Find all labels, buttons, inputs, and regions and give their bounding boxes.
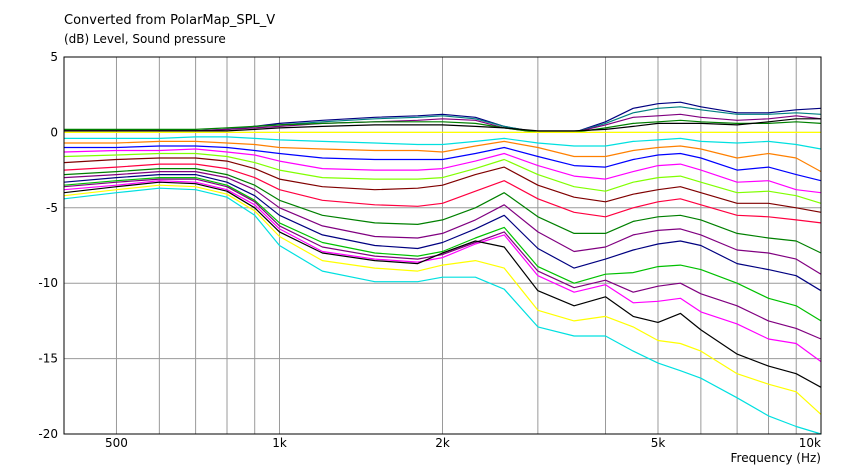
y-tick-label: -15	[38, 352, 58, 366]
series-line-9	[64, 145, 822, 182]
x-tick-label: 2k	[435, 436, 450, 450]
series-line-12	[63, 157, 822, 213]
series-line-19	[63, 180, 822, 363]
series-line-7	[64, 136, 822, 150]
x-axis-ticks: 500 1k 2k 5k 10k	[105, 436, 821, 450]
series-line-13	[63, 163, 822, 224]
series-line-14	[63, 168, 822, 254]
series-line-20	[63, 181, 822, 388]
x-tick-label: 10k	[799, 436, 821, 450]
chart-title: Converted from PolarMap_SPL_V	[64, 13, 275, 28]
series-line-22	[63, 187, 822, 435]
x-tick-label: 1k	[272, 436, 287, 450]
series-line-17	[63, 177, 822, 322]
y-tick-label: -20	[38, 427, 58, 441]
y-axis-ticks: 5 0 -5 -10 -15 -20	[38, 50, 58, 441]
plot-frame	[63, 56, 822, 435]
y-tick-label: 5	[50, 50, 58, 64]
series-line-10	[63, 148, 822, 194]
grid	[64, 56, 821, 435]
series-group	[63, 101, 822, 435]
series-line-18	[63, 178, 822, 340]
series-line-5	[64, 118, 821, 132]
y-tick-label: -5	[46, 201, 58, 215]
chart-subtitle: (dB) Level, Sound pressure	[64, 32, 226, 46]
x-axis-label: Frequency (Hz)	[731, 451, 822, 465]
series-line-21	[63, 184, 822, 415]
x-tick-label: 500	[105, 436, 128, 450]
x-tick-label: 5k	[651, 436, 666, 450]
series-line-4	[64, 119, 822, 133]
series-line-8	[64, 140, 822, 173]
series-line-15	[63, 171, 822, 275]
series-line-11	[63, 152, 822, 204]
y-tick-label: -10	[38, 276, 58, 290]
series-line-3	[64, 113, 822, 133]
series-line-16	[63, 174, 822, 292]
y-tick-label: 0	[50, 125, 58, 139]
